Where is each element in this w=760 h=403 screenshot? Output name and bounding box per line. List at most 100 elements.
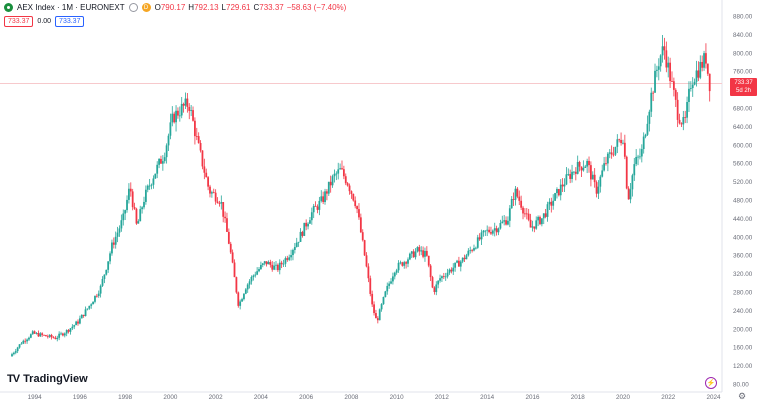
candle-body: [540, 218, 543, 225]
candle-body: [46, 336, 49, 338]
candle-body: [416, 247, 419, 252]
candle-body: [691, 84, 694, 89]
candle-body: [640, 149, 643, 157]
buy-button[interactable]: 733.37: [55, 16, 85, 27]
candle-body: [48, 334, 51, 337]
candle-body: [452, 267, 455, 272]
candle-body: [386, 285, 389, 292]
candle-body: [623, 142, 626, 157]
x-tick-label: 2020: [616, 394, 631, 401]
current-price-tag: 733.37 5d 2h: [730, 78, 757, 96]
candle-body: [63, 333, 66, 336]
candle-body: [678, 119, 681, 124]
candle-body: [588, 160, 590, 166]
candle-body: [146, 185, 149, 190]
y-tick-label: 440.00: [733, 216, 753, 223]
x-tick-label: 2000: [163, 394, 178, 401]
flash-icon[interactable]: ⚡: [705, 377, 717, 389]
candle-body: [326, 191, 328, 194]
candle-body: [384, 291, 387, 297]
candle-body: [465, 255, 468, 260]
replay-icon[interactable]: [128, 3, 138, 12]
candle-body: [226, 218, 228, 232]
candle-body: [322, 196, 325, 203]
x-tick-label: 1998: [118, 394, 133, 401]
candle-body: [175, 110, 177, 123]
candle-body: [576, 161, 579, 174]
candle-body: [356, 206, 358, 210]
candle-body: [390, 281, 392, 284]
bar-countdown: 5d 2h: [735, 88, 751, 94]
candle-body: [69, 328, 72, 332]
x-tick-label: 2006: [299, 394, 314, 401]
candle-body: [444, 276, 447, 278]
x-tick-label: 1996: [73, 394, 88, 401]
candle-body: [82, 314, 85, 317]
x-tick-label: 2014: [480, 394, 495, 401]
x-tick-label: 2004: [254, 394, 269, 401]
candle-body: [107, 261, 110, 270]
candle-body: [114, 236, 117, 245]
gear-icon[interactable]: ⚙: [738, 391, 747, 401]
candle-body: [37, 333, 40, 337]
candle-body: [318, 200, 321, 210]
candle-body: [288, 257, 291, 260]
candle-body: [212, 192, 215, 193]
candle-body: [375, 313, 377, 319]
y-tick-label: 880.00: [733, 14, 753, 21]
candle-body: [39, 333, 42, 337]
candle-body: [556, 189, 558, 194]
x-tick-label: 2002: [209, 394, 224, 401]
candle-body: [539, 216, 541, 225]
candle-body: [667, 62, 670, 68]
candle-body: [354, 200, 357, 207]
market-status-icon: [4, 3, 13, 12]
candle-body: [410, 251, 413, 254]
candle-body: [437, 280, 440, 285]
candle-body: [646, 123, 649, 135]
candle-body: [137, 221, 140, 224]
candle-body: [499, 223, 502, 229]
candle-body: [229, 243, 232, 253]
candle-body: [531, 226, 534, 228]
spread-value: 0.00: [37, 18, 52, 25]
time-axis: 1994 1996 1998 2000 2002 2004 2006 2008 2010 2012…: [28, 394, 721, 401]
candle-body: [152, 178, 155, 185]
tradingview-logo[interactable]: TV TradingView: [7, 373, 88, 385]
symbol-title[interactable]: AEX Index · 1M · EURONEXT: [17, 3, 125, 12]
candle-body: [606, 153, 609, 164]
candle-body: [614, 146, 617, 155]
sell-button[interactable]: 733.37: [4, 16, 34, 27]
candle-body: [554, 193, 556, 201]
candle-body: [177, 110, 179, 116]
candle-body: [352, 193, 355, 201]
candle-body: [586, 160, 589, 167]
candle-body: [397, 262, 400, 271]
candle-body: [659, 55, 662, 67]
y-tick-label: 680.00: [733, 106, 753, 113]
candle-body: [507, 220, 509, 225]
y-tick-label: 840.00: [733, 32, 753, 39]
candle-body: [316, 206, 319, 210]
candle-body: [148, 185, 151, 187]
candle-body: [567, 174, 570, 175]
candle-body: [422, 250, 424, 257]
candle-body: [652, 92, 655, 94]
candle-body: [45, 335, 47, 337]
y-tick-label: 320.00: [733, 271, 753, 278]
candle-body: [77, 321, 79, 324]
candle-body: [131, 191, 134, 208]
candle-body: [512, 199, 515, 200]
candle-body: [341, 168, 343, 170]
candle-body: [209, 186, 211, 194]
candle-body: [160, 158, 162, 164]
candle-body: [293, 247, 296, 250]
candle-body: [401, 262, 404, 266]
change-value: −58.63 (−7.40%): [286, 3, 347, 12]
candle-body: [241, 299, 243, 302]
candle-body: [320, 196, 323, 201]
candle-body: [533, 226, 536, 229]
candle-body: [144, 189, 147, 202]
candle-body: [399, 262, 402, 264]
